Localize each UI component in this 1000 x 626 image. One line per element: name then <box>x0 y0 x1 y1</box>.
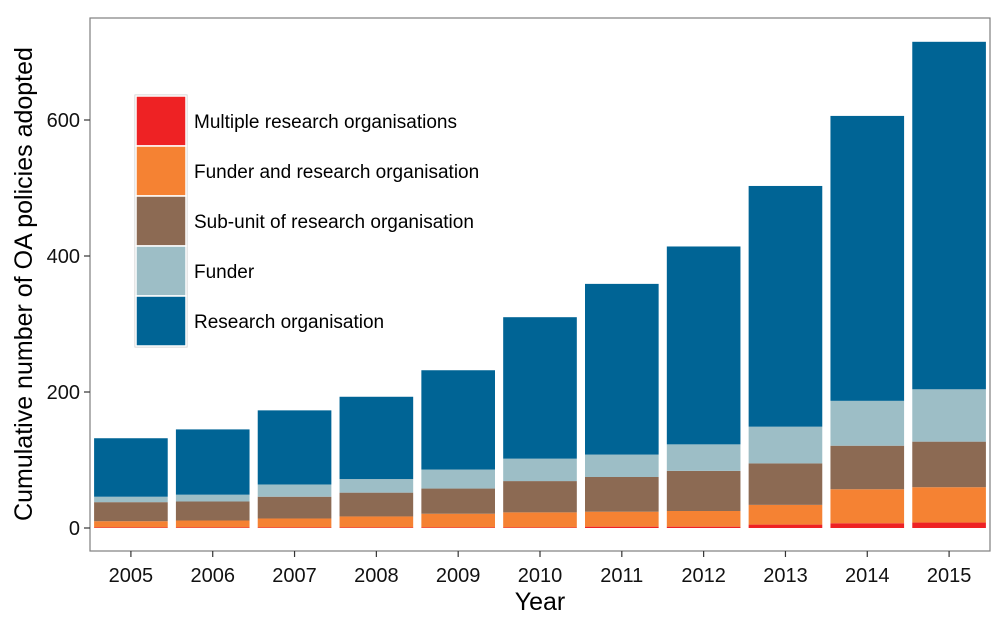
bar-segment <box>339 527 414 528</box>
bar-segment <box>748 524 823 528</box>
bar-segment <box>830 489 905 524</box>
y-axis-title: Cumulative number of OA policies adopted <box>10 47 38 521</box>
bar-segment <box>830 400 905 446</box>
bar-segment <box>666 470 741 511</box>
bar-segment <box>94 527 168 528</box>
legend-label: Sub-unit of research organisation <box>194 212 474 233</box>
legend-key <box>135 245 187 297</box>
bar-segment <box>339 479 414 493</box>
x-tick-label: 2005 <box>109 565 154 587</box>
bar-segment <box>666 526 741 528</box>
bar-segment <box>830 523 905 528</box>
bar-segment <box>257 410 332 485</box>
x-tick-label: 2011 <box>600 565 643 587</box>
bar-segment <box>912 487 986 523</box>
legend-label: Research organisation <box>194 312 384 333</box>
legend-label: Multiple research organisations <box>194 112 457 133</box>
bar-segment <box>421 370 495 470</box>
y-tick-label: 400 <box>47 246 80 268</box>
bar-segment <box>666 444 741 471</box>
bar-segment <box>748 504 823 525</box>
bar-segment <box>830 445 905 490</box>
bar-segment <box>666 246 741 445</box>
bar-segment <box>912 522 986 528</box>
bar-segment <box>421 488 495 514</box>
legend-key <box>135 295 187 347</box>
bar-segment <box>421 513 495 528</box>
bar-segment <box>830 115 905 401</box>
x-tick-label: 2014 <box>845 565 890 587</box>
legend-key <box>135 95 187 147</box>
y-tick-label: 200 <box>47 382 80 404</box>
bar-segment <box>175 429 250 495</box>
legend-label: Funder <box>194 262 255 283</box>
legend: Multiple research organisations Funder an… <box>134 94 479 348</box>
legend-label: Funder and research organisation <box>194 162 479 183</box>
bar-segment <box>585 283 659 455</box>
bar-segment <box>94 438 168 497</box>
x-tick-label: 2009 <box>436 565 481 587</box>
bar-segment <box>339 516 414 528</box>
bar-segment <box>585 526 659 528</box>
bar-segment <box>503 527 577 528</box>
bar-segment <box>175 527 250 528</box>
bars <box>94 41 986 528</box>
x-axis: 2005 2006 2007 2008 2009 2010 2011 2012 2013 2014… <box>109 551 972 587</box>
bar-segment <box>257 527 332 528</box>
bar-segment <box>666 511 741 527</box>
bar-segment <box>94 521 168 528</box>
bar-segment <box>503 317 577 459</box>
bar-segment <box>585 454 659 477</box>
y-tick-label: 600 <box>47 110 80 132</box>
x-tick-label: 2012 <box>681 565 726 587</box>
bar-segment <box>339 396 414 480</box>
legend-key <box>135 145 187 197</box>
x-tick-label: 2015 <box>927 565 972 587</box>
y-axis: 0 200 400 600 <box>47 110 90 540</box>
bar-segment <box>175 494 250 502</box>
bar-segment <box>175 520 250 528</box>
bar-segment <box>94 502 168 522</box>
bar-segment <box>94 496 168 503</box>
bar-segment <box>912 441 986 488</box>
bar-segment <box>503 481 577 513</box>
bar-segment <box>503 512 577 528</box>
bar-segment <box>748 463 823 505</box>
bar-segment <box>912 41 986 390</box>
bar-segment <box>421 469 495 489</box>
bar-segment <box>585 511 659 527</box>
bar-segment <box>421 527 495 528</box>
x-axis-title: Year <box>515 588 566 616</box>
bar-segment <box>257 496 332 519</box>
x-tick-label: 2007 <box>272 565 317 587</box>
x-tick-label: 2010 <box>518 565 563 587</box>
bar-segment <box>748 426 823 464</box>
bar-segment <box>748 185 823 427</box>
bar-segment <box>257 484 332 497</box>
x-tick-label: 2006 <box>190 565 235 587</box>
x-tick-label: 2013 <box>763 565 808 587</box>
bar-segment <box>585 477 659 512</box>
bar-segment <box>912 389 986 442</box>
bar-segment <box>257 518 332 528</box>
bar-segment <box>339 492 414 517</box>
y-tick-label: 0 <box>69 518 80 540</box>
legend-key <box>135 195 187 247</box>
bar-segment <box>503 458 577 482</box>
x-tick-label: 2008 <box>354 565 399 587</box>
bar-segment <box>175 501 250 521</box>
